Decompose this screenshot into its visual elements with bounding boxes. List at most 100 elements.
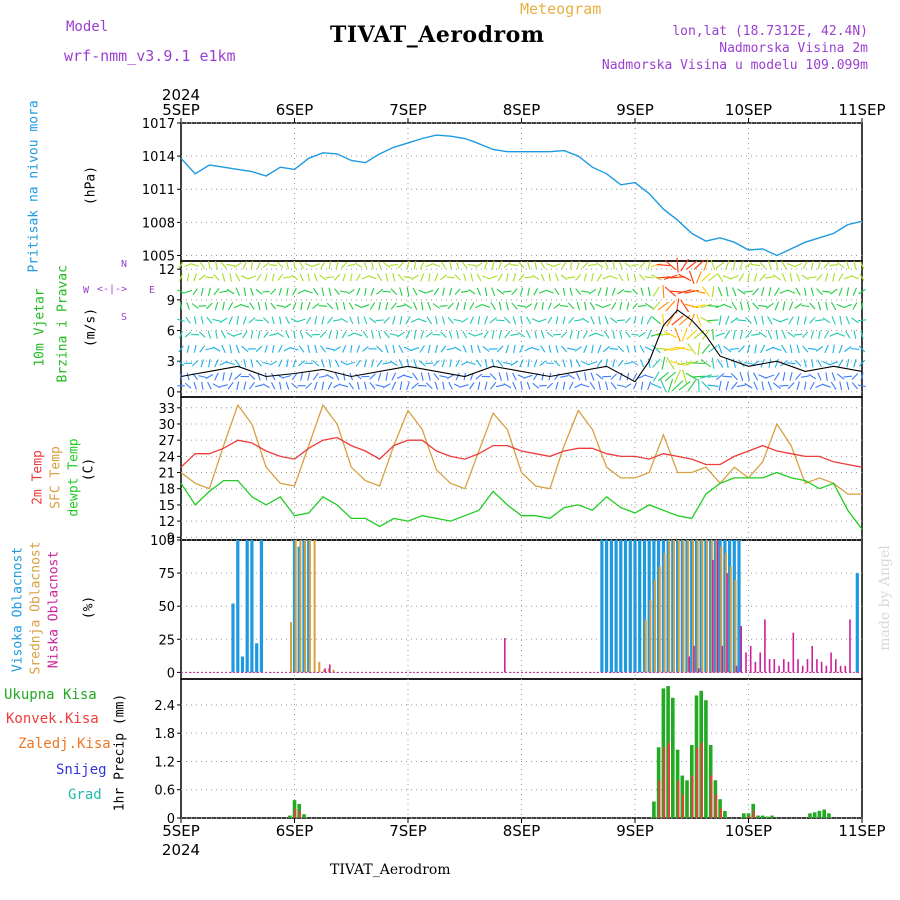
- wind-arrow: [725, 286, 729, 297]
- wind-arrow: [490, 302, 496, 310]
- wind-arrow: [214, 359, 219, 368]
- low-cloud-bar: [740, 626, 742, 673]
- wind-arrow: [725, 380, 729, 391]
- wind-arrow: [396, 374, 405, 379]
- wind-arrow: [299, 330, 304, 339]
- wind-arrow: [753, 381, 758, 391]
- y-tick-label: 0: [167, 666, 175, 681]
- wind-arrow: [811, 359, 814, 368]
- wind-arrow: [677, 346, 692, 352]
- wind-arrow: [278, 345, 283, 353]
- panel-frame-3: [180, 396, 863, 541]
- wind-arrow: [602, 275, 611, 280]
- wind-arrow: [426, 316, 432, 325]
- compass-s: S: [121, 312, 128, 323]
- wind-arrow: [617, 359, 624, 367]
- wind-arrow: [732, 260, 736, 270]
- wind-arrow: [270, 288, 277, 295]
- conv-precip-bar: [710, 775, 713, 818]
- wind-arrow: [355, 273, 361, 282]
- low-cloud-bar: [787, 661, 790, 673]
- wind-arrow: [697, 342, 701, 356]
- wind-arrow: [822, 383, 831, 388]
- wind-arrow: [271, 273, 275, 282]
- wind-arrow: [737, 345, 745, 353]
- wind-arrow: [321, 316, 325, 325]
- wind-arrow: [651, 274, 662, 281]
- wind-arrow: [461, 261, 468, 269]
- wind-arrow: [191, 360, 199, 367]
- y-tick-label: 9: [167, 294, 175, 309]
- wind-arrow: [652, 301, 661, 311]
- wind-arrow: [768, 260, 772, 270]
- wind-arrow: [512, 381, 517, 390]
- total-precip-bar: [704, 700, 708, 818]
- y-tick-label: 12: [158, 263, 175, 278]
- total-precip-bar: [685, 780, 689, 818]
- wind-arrow: [385, 273, 389, 282]
- wind-arrow: [433, 287, 440, 296]
- compass-e: E: [149, 285, 156, 296]
- wind-arrow: [328, 359, 332, 368]
- wind-arrow: [845, 316, 850, 325]
- wind-arrow: [852, 287, 858, 296]
- wind-arrow: [376, 345, 383, 353]
- wind-arrow: [398, 344, 404, 353]
- wind-arrow: [582, 261, 589, 269]
- wind-arrow: [488, 275, 498, 280]
- wind-arrow: [495, 384, 505, 388]
- wind-arrow: [470, 273, 474, 282]
- wind-arrow: [707, 305, 719, 307]
- wind-arrow: [212, 346, 221, 352]
- wind-arrow: [717, 344, 723, 354]
- wind-arrow: [625, 331, 631, 338]
- x-tick-label-top: 5SEP: [162, 101, 200, 119]
- wind-arrow: [670, 360, 685, 366]
- wind-arrow: [199, 261, 205, 269]
- wind-arrow: [722, 303, 732, 309]
- wind-arrow: [491, 260, 495, 270]
- wind-arrow: [378, 330, 382, 339]
- wind-arrow: [460, 290, 469, 293]
- total-precip-bar: [770, 815, 774, 818]
- conv-precip-bar: [715, 794, 718, 818]
- wind-arrow: [815, 383, 824, 389]
- wind-arrow: [229, 272, 233, 282]
- wind-arrow: [667, 378, 674, 393]
- wind-arrow: [796, 381, 800, 390]
- wind-arrow: [384, 344, 389, 354]
- wind-arrow: [333, 346, 341, 352]
- wind-arrow: [684, 303, 699, 309]
- wind-arrow: [319, 345, 326, 353]
- dewpt-temp-line: [180, 471, 863, 530]
- wind-arrow: [314, 316, 318, 325]
- wind-arrow: [482, 345, 490, 353]
- wind-arrow: [597, 344, 602, 354]
- wind-arrow: [207, 330, 212, 339]
- x-tick-label-bottom: 10SEP: [725, 822, 772, 840]
- wind-arrow: [321, 381, 325, 390]
- wind-arrow: [369, 317, 377, 324]
- wind-arrow: [758, 304, 768, 308]
- wind-arrow: [291, 382, 298, 389]
- wind-arrow: [517, 374, 526, 379]
- wind-arrow: [363, 381, 367, 390]
- wind-arrow: [754, 344, 757, 354]
- wind-arrow: [633, 382, 637, 390]
- mid-cloud-bar: [654, 579, 657, 673]
- wind-arrow: [468, 332, 476, 337]
- wind-arrow: [375, 319, 384, 322]
- wind-arrow: [817, 301, 822, 311]
- wind-arrow: [376, 359, 383, 367]
- wind-arrow: [695, 271, 702, 284]
- conv-precip-bar: [682, 794, 685, 818]
- high-cloud-bar: [297, 546, 301, 673]
- wind-arrow: [547, 302, 552, 310]
- low-cloud-bar: [697, 668, 700, 673]
- wind-arrow: [710, 259, 716, 271]
- wind-arrow: [184, 331, 192, 338]
- wind-arrow: [255, 345, 263, 353]
- wind-arrow: [779, 318, 789, 323]
- wind-arrow: [602, 375, 612, 378]
- wind-arrow: [340, 317, 348, 323]
